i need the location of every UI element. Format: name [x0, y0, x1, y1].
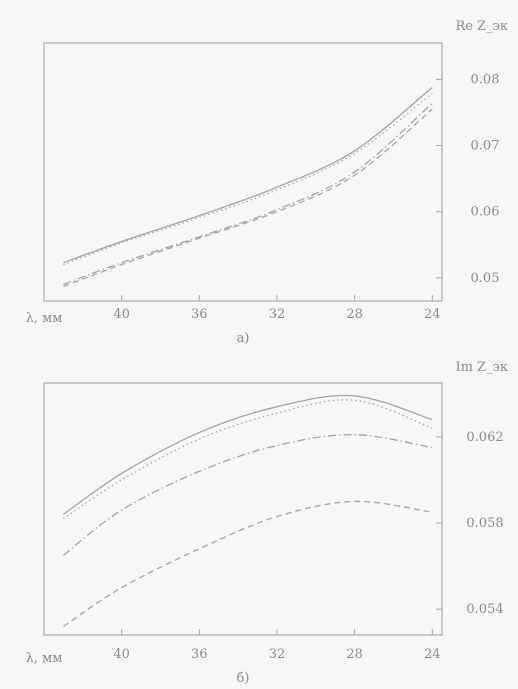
- panel-b-xlabel: λ, мм: [26, 651, 63, 666]
- x-tick-label: 32: [269, 647, 286, 662]
- panel-b-y-ticks: 0.054 0.058 0.062: [436, 430, 504, 617]
- x-tick-label: 24: [424, 307, 441, 322]
- panel-a-frame: [43, 42, 443, 302]
- panel-b-frame: [43, 382, 443, 636]
- y-tick-label: 0.07: [471, 139, 500, 154]
- panel-a-xlabel: λ, мм: [26, 311, 63, 326]
- x-tick-label: 36: [191, 307, 208, 322]
- series-line-3: [63, 434, 433, 556]
- y-tick-label: 0.054: [466, 602, 503, 617]
- y-tick-label: 0.06: [471, 205, 500, 220]
- panel-b-series: [63, 394, 433, 627]
- panel-a-x-ticks: 40 36 32 28 24: [113, 295, 441, 322]
- panel-b-x-ticks: 40 36 32 28 24: [113, 629, 441, 662]
- panel-a: Re Z_эк λ, мм а) 40 36 32 28 24 0.05 0.06 0.07…: [26, 19, 508, 346]
- x-tick-label: 36: [191, 647, 208, 662]
- panel-a-ylabel: Re Z_эк: [455, 19, 508, 34]
- series-line-1: [63, 394, 433, 515]
- series-line-4: [63, 108, 433, 288]
- x-tick-label: 28: [346, 307, 363, 322]
- panel-b: Im Z_эк λ, мм б) 40 36 32 28 24 0.0540.0580.…: [26, 360, 508, 686]
- y-tick-label: 0.08: [471, 72, 500, 87]
- series-line-2: [63, 92, 433, 266]
- series-line-3: [63, 102, 433, 286]
- x-tick-label: 28: [346, 647, 363, 662]
- series-line-4: [63, 500, 433, 627]
- series-line-2: [63, 399, 433, 520]
- y-tick-label: 0.05: [471, 271, 500, 286]
- panel-a-series: [63, 86, 433, 288]
- x-tick-label: 40: [113, 647, 130, 662]
- x-tick-label: 40: [113, 307, 130, 322]
- series-line-1: [63, 86, 433, 264]
- panel-a-y-ticks: 0.05 0.06 0.07 0.08: [436, 72, 500, 286]
- panel-a-caption: а): [237, 331, 250, 346]
- panel-b-ylabel: Im Z_эк: [455, 360, 508, 375]
- x-tick-label: 24: [424, 647, 441, 662]
- y-tick-label: 0.062: [466, 430, 503, 445]
- y-tick-label: 0.058: [466, 516, 503, 531]
- panel-b-caption: б): [237, 671, 250, 686]
- x-tick-label: 32: [269, 307, 286, 322]
